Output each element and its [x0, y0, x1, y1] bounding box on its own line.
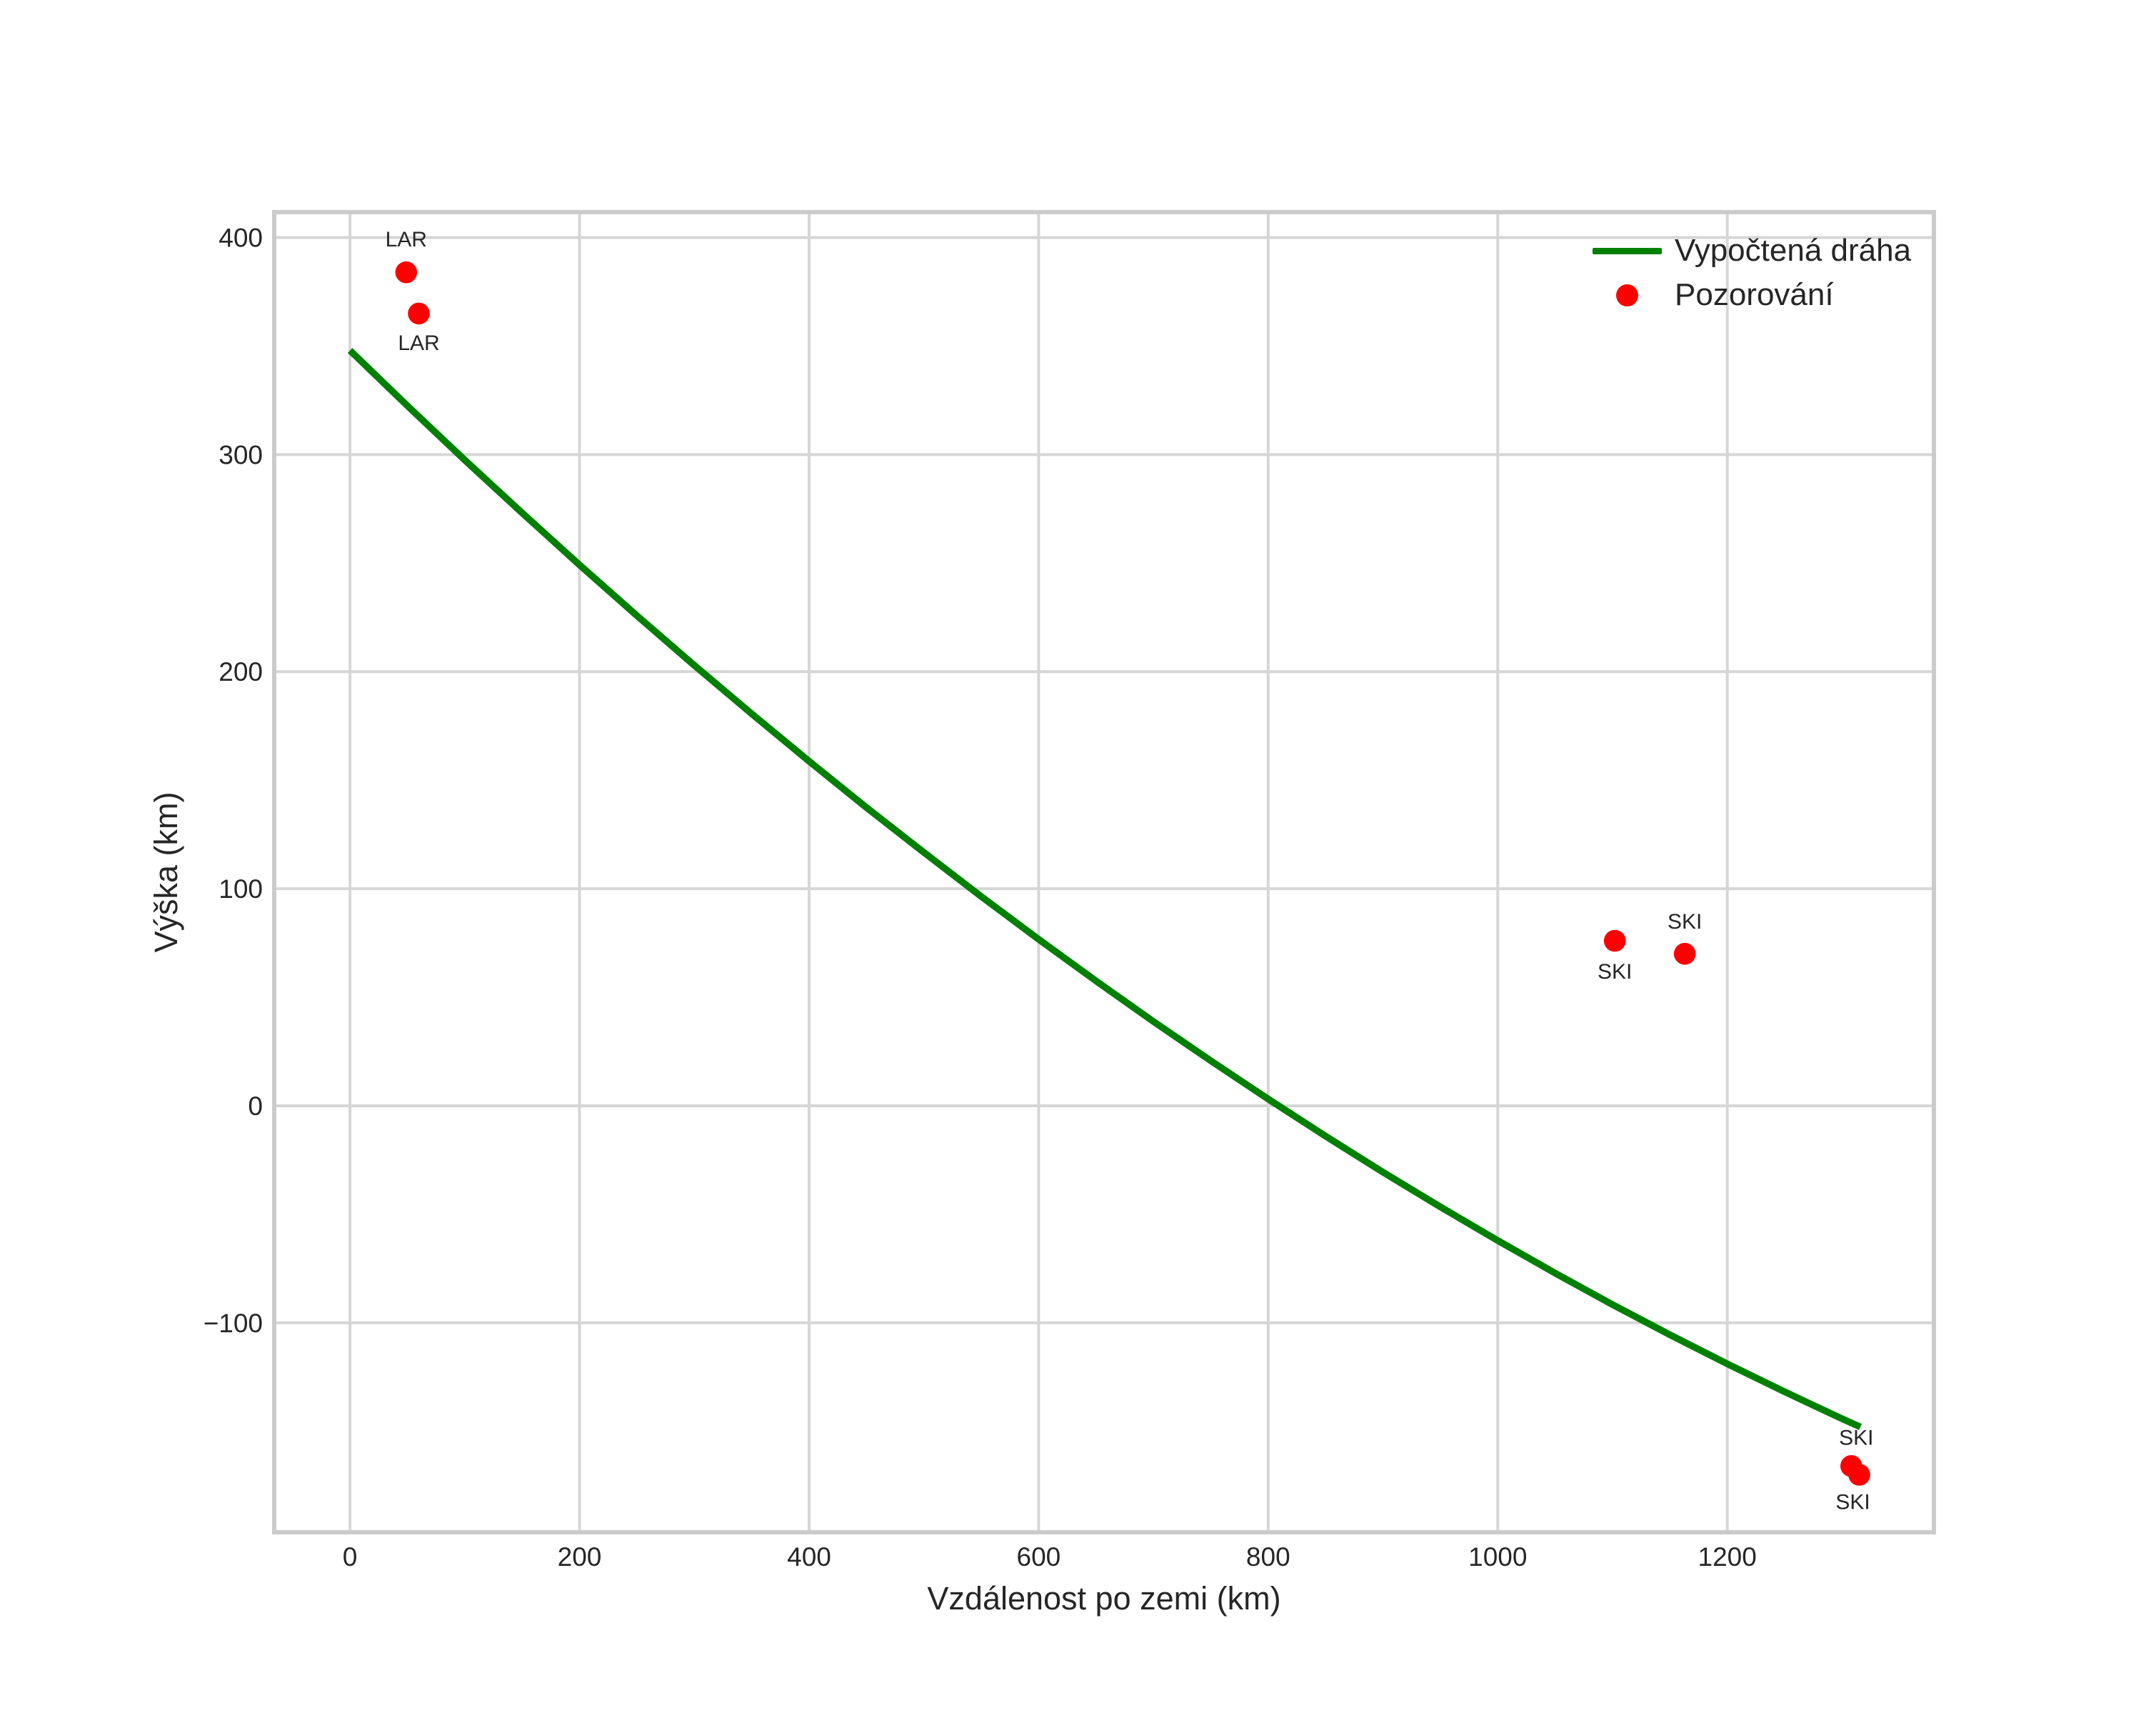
y-tick-label-200: 200 — [219, 657, 263, 686]
observation-point-ski-5 — [1848, 1464, 1870, 1486]
x-tick-label-400: 400 — [787, 1542, 831, 1572]
trajectory-line-swatch-icon — [1593, 247, 1662, 254]
annotation-ski-4: SKI — [1839, 1426, 1873, 1449]
annotation-lar-1: LAR — [398, 331, 439, 355]
legend-label-observations: Pozorování — [1675, 277, 1834, 312]
x-tick-label-800: 800 — [1246, 1542, 1290, 1572]
observation-dot-swatch-icon — [1616, 284, 1638, 306]
y-tick-label-400: 400 — [219, 224, 263, 253]
observation-point-lar-1 — [408, 302, 430, 325]
legend-label-trajectory: Vypočtená dráha — [1675, 233, 1912, 268]
legend-marker-slot — [1593, 284, 1662, 306]
x-tick-label-0: 0 — [343, 1542, 358, 1572]
x-tick-label-200: 200 — [558, 1542, 602, 1572]
trajectory-line — [347, 348, 1862, 1430]
y-tick-label-0: 0 — [248, 1092, 263, 1121]
observation-point-ski-2 — [1603, 929, 1626, 952]
x-axis-label: Vzdálenost po zemi (km) — [927, 1580, 1281, 1617]
observation-point-lar-0 — [395, 261, 418, 284]
x-tick-label-600: 600 — [1017, 1542, 1061, 1572]
legend: Vypočtená dráha Pozorování — [1593, 229, 1911, 317]
y-axis-label: Výška (km) — [148, 791, 184, 953]
observation-point-ski-3 — [1673, 942, 1696, 965]
legend-marker-slot — [1593, 247, 1662, 254]
annotation-lar-0: LAR — [386, 228, 427, 251]
x-tick-label-1200: 1200 — [1698, 1542, 1757, 1572]
legend-item-observations: Pozorování — [1593, 273, 1911, 317]
y-tick-label--100: −100 — [204, 1309, 263, 1338]
x-tick-label-1000: 1000 — [1468, 1542, 1527, 1572]
plot-frame — [272, 210, 1936, 1534]
annotation-ski-5: SKI — [1835, 1491, 1870, 1514]
annotation-ski-3: SKI — [1668, 910, 1702, 934]
y-tick-label-300: 300 — [219, 440, 263, 469]
legend-item-trajectory: Vypočtená dráha — [1593, 229, 1911, 273]
annotation-ski-2: SKI — [1598, 960, 1632, 984]
y-tick-label-100: 100 — [219, 874, 263, 904]
